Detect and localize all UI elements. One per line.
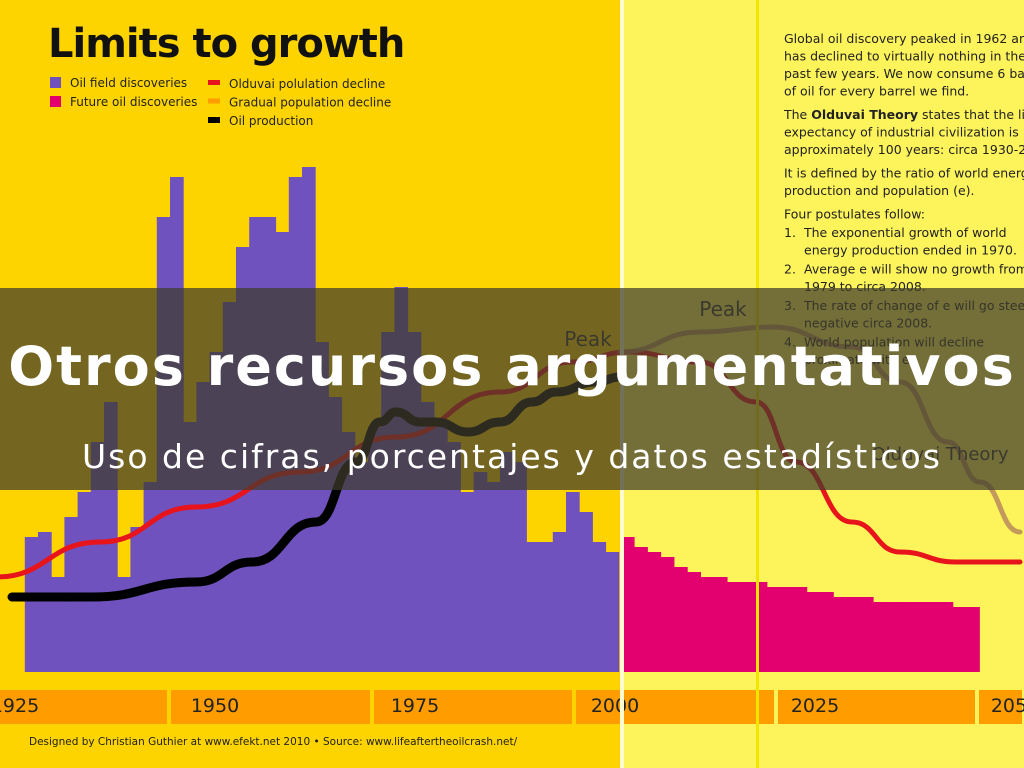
x-tick-label: 1975	[391, 695, 439, 717]
legend-label: Gradual population decline	[229, 96, 391, 110]
bar	[634, 547, 648, 672]
x-tick-label: 1925	[0, 695, 39, 717]
bar	[820, 592, 834, 672]
bar	[90, 442, 105, 672]
bar	[473, 472, 488, 672]
bar	[354, 462, 369, 672]
bar	[513, 462, 527, 672]
bar	[51, 577, 65, 672]
axis-band	[979, 690, 1022, 724]
note-text: approximately 100 years: circa 1930-2030…	[784, 142, 1024, 157]
bar	[912, 602, 927, 672]
bar	[38, 532, 52, 672]
bar	[117, 577, 131, 672]
bar	[130, 527, 145, 672]
axis-band	[374, 690, 572, 724]
note-text: of oil for every barrel we find.	[784, 84, 969, 99]
bar	[833, 597, 848, 672]
note-text: energy production ended in 1970.	[804, 243, 1017, 258]
bar	[780, 587, 794, 672]
bar	[539, 542, 554, 672]
note-text: has declined to virtually nothing in the	[784, 49, 1024, 64]
note-text: Global oil discovery peaked in 1962 and	[784, 31, 1024, 46]
note-text: expectancy of industrial civilization is	[784, 125, 1019, 140]
bar	[592, 542, 607, 672]
legend-label: Oil field discoveries	[70, 76, 187, 90]
bar	[713, 577, 728, 672]
bar	[766, 587, 781, 672]
bar	[873, 602, 887, 672]
axis-band	[576, 690, 774, 724]
bar	[700, 577, 715, 672]
bar	[793, 587, 808, 672]
bar	[24, 537, 39, 672]
chart-title: Limits to growth	[48, 21, 404, 67]
bar	[966, 607, 980, 672]
bar	[952, 607, 967, 672]
bar	[753, 582, 768, 672]
legend-swatch	[50, 96, 61, 107]
note-text: 1.	[784, 225, 796, 240]
bar	[620, 537, 635, 672]
bar	[341, 432, 356, 672]
bar	[859, 597, 874, 672]
note-text: Average e will show no growth from	[804, 262, 1024, 277]
bar	[486, 482, 501, 672]
bar	[687, 572, 701, 672]
bar	[566, 492, 580, 672]
x-tick-label: 2025	[791, 695, 839, 717]
bar	[77, 492, 92, 672]
bar	[647, 552, 662, 672]
slide-subtitle: Uso de cifras, porcentajes y datos estad…	[82, 437, 942, 476]
bar	[552, 532, 567, 672]
bar	[526, 542, 541, 672]
bar	[500, 452, 514, 672]
legend-label: Olduvai polulation decline	[229, 77, 385, 91]
bar	[939, 602, 954, 672]
note-span: The	[783, 107, 808, 122]
x-tick-label: 1950	[191, 695, 239, 717]
x-tick-label: 2050	[991, 695, 1024, 717]
bar	[899, 602, 914, 672]
bar	[460, 492, 475, 672]
bar	[143, 482, 158, 672]
banner	[0, 288, 1024, 490]
note-text: production and population (e).	[784, 183, 975, 198]
bar	[846, 597, 861, 672]
note-text: 2.	[784, 262, 796, 277]
legend: Oil field discoveries Future oil discover…	[50, 76, 391, 128]
legend-swatch	[208, 98, 220, 104]
note-text: The exponential growth of world	[803, 225, 1007, 240]
note-span: Olduvai Theory	[811, 107, 918, 122]
bar	[727, 582, 741, 672]
bar	[926, 602, 941, 672]
credit: Designed by Christian Guthier at www.efe…	[29, 736, 518, 748]
note-text: past few years. We now consume 6 barrels	[784, 66, 1024, 81]
bar	[740, 582, 755, 672]
legend-label: Oil production	[229, 114, 313, 128]
bar	[605, 552, 620, 672]
axis-band	[171, 690, 370, 724]
bar	[579, 512, 593, 672]
bar	[673, 567, 688, 672]
legend-swatch	[208, 80, 220, 85]
axis-band	[0, 690, 167, 724]
x-tick-label: 2000	[591, 695, 639, 717]
legend-label: Future oil discoveries	[70, 95, 197, 109]
note-span: states that the life	[922, 107, 1024, 122]
bar	[886, 602, 901, 672]
legend-swatch	[50, 77, 61, 88]
slide-title: Otros recursos argumentativos	[8, 335, 1015, 398]
bar	[447, 442, 461, 672]
note-text: Four postulates follow:	[784, 207, 925, 222]
legend-swatch	[208, 117, 220, 123]
axis-band	[778, 690, 975, 724]
bar	[806, 592, 821, 672]
bar	[660, 557, 675, 672]
note-text: It is defined by the ratio of world ener…	[784, 166, 1024, 181]
